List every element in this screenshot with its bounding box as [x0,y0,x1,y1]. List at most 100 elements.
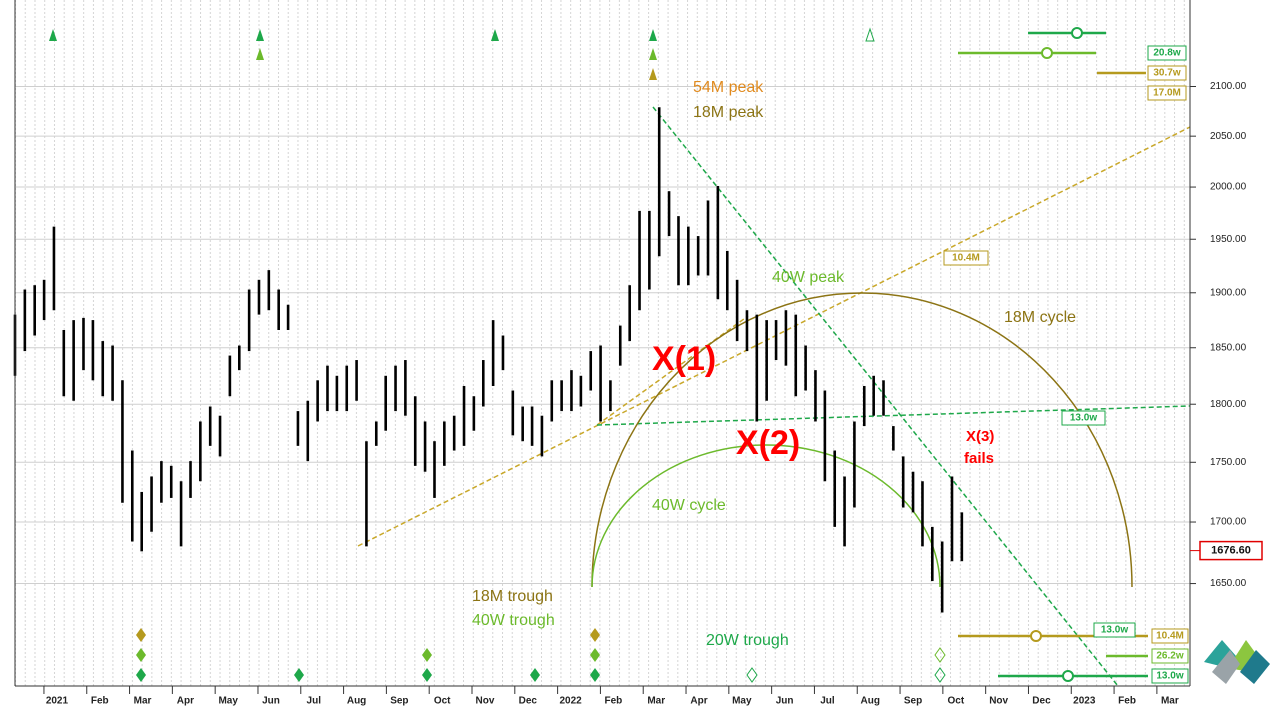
x-tick-label: Jun [262,696,280,707]
logo-shape [1212,650,1240,684]
cycle-label: 10.4M [952,253,980,264]
cycle-label-box [1147,85,1187,101]
x-tick-label: Nov [476,696,495,707]
annotation: 54M peak [693,79,764,96]
peak-marker [491,29,499,41]
trough-marker [294,668,304,682]
week-grid [15,0,1190,686]
x-tick-label: Oct [948,696,965,707]
trough-marker [590,668,600,682]
trough-marker [136,668,146,682]
x-tick-label: Oct [434,696,451,707]
peak-marker [256,48,264,60]
annotation: X(2) [736,424,800,462]
cycle-label: 30.7w [1153,68,1180,79]
cycle-label-box [1061,410,1106,426]
trough-markers [136,628,946,683]
cycle-label: 17.0M [1153,88,1181,99]
y-tick-label: 2050.00 [1210,131,1247,142]
y-tick-label: 1650.00 [1210,578,1247,589]
trough-marker [136,628,146,642]
annotation: 40W trough [472,612,555,629]
x-tick-label: Sep [904,696,922,707]
cycle-label-box [1151,668,1189,684]
peak-marker [256,29,264,41]
x-tick-label: May [218,696,238,707]
cycle-label-box [1147,45,1187,61]
trend-line [596,405,1191,426]
annotation: 18M cycle [1004,309,1076,326]
cycle-label: 26.2w [1156,651,1183,662]
trough-marker [422,648,432,662]
annotation: X(1) [652,340,716,378]
x-tick-label: 2023 [1073,696,1096,707]
x-tick-label: 2021 [46,696,69,707]
cycle-label: 20.8w [1153,48,1180,59]
projection-dot [1062,670,1074,682]
trough-marker [422,668,432,682]
last-price-label: 1676.60 [1211,545,1251,557]
x-tick-label: Dec [519,696,538,707]
x-tick-label: Aug [347,696,366,707]
trough-marker [530,668,540,682]
trough-marker [934,647,946,663]
projection-dot [1041,47,1053,59]
x-tick-label: Apr [177,696,194,707]
x-tick-label: Sep [390,696,408,707]
x-tick-label: Mar [647,696,665,707]
y-tick-label: 1900.00 [1210,287,1247,298]
annotation: 18M peak [693,104,764,121]
x-tick-label: Feb [1118,696,1136,707]
trough-marker [590,648,600,662]
x-tick-label: Aug [861,696,880,707]
peak-marker [865,27,875,42]
logo-shape [1240,650,1270,684]
axis-panel [1190,0,1282,716]
x-tick-label: Dec [1032,696,1051,707]
annotation: 40W peak [772,269,845,286]
peak-marker [649,68,657,80]
x-tick-label: Nov [989,696,1008,707]
peak-markers [49,27,875,80]
x-tick-label: Apr [690,696,707,707]
peak-marker [649,48,657,60]
x-tick-label: Jun [776,696,794,707]
logo [1204,640,1270,684]
annotation: 18M trough [472,588,553,605]
x-tick-label: 2022 [559,696,582,707]
cycle-label-box [1093,622,1136,638]
last-price-box [1199,540,1263,561]
trend-line [357,126,1191,547]
cycle-label-box [1151,628,1189,644]
annotation: X(3) [966,428,994,445]
annotation: 20W trough [706,632,789,649]
cycle-label: 13.0w [1156,671,1183,682]
y-tick-label: 2100.00 [1210,81,1247,92]
trough-marker [746,667,758,683]
trough-marker [934,667,946,683]
cycle-label-box [1147,65,1187,81]
y-tick-label: 1800.00 [1210,399,1247,410]
cycle-label: 10.4M [1156,631,1184,642]
x-tick-label: May [732,696,752,707]
trough-marker [590,628,600,642]
y-tick-label: 1700.00 [1210,517,1247,528]
x-tick-label: Feb [605,696,623,707]
projection-dot [1030,630,1042,642]
peak-marker [49,29,57,41]
annotation: fails [964,450,994,467]
cycle-label-box [943,250,989,266]
x-tick-label: Mar [1161,696,1179,707]
cycle-label-box [1151,648,1189,664]
cycle-label: 13.0w [1070,413,1097,424]
y-tick-label: 1950.00 [1210,234,1247,245]
trend-line [652,106,1119,687]
cycle-arc [591,292,1133,588]
y-tick-label: 2000.00 [1210,182,1247,193]
y-tick-label: 1850.00 [1210,342,1247,353]
peak-marker [649,29,657,41]
annotation: 40W cycle [652,497,726,514]
trough-marker [136,648,146,662]
